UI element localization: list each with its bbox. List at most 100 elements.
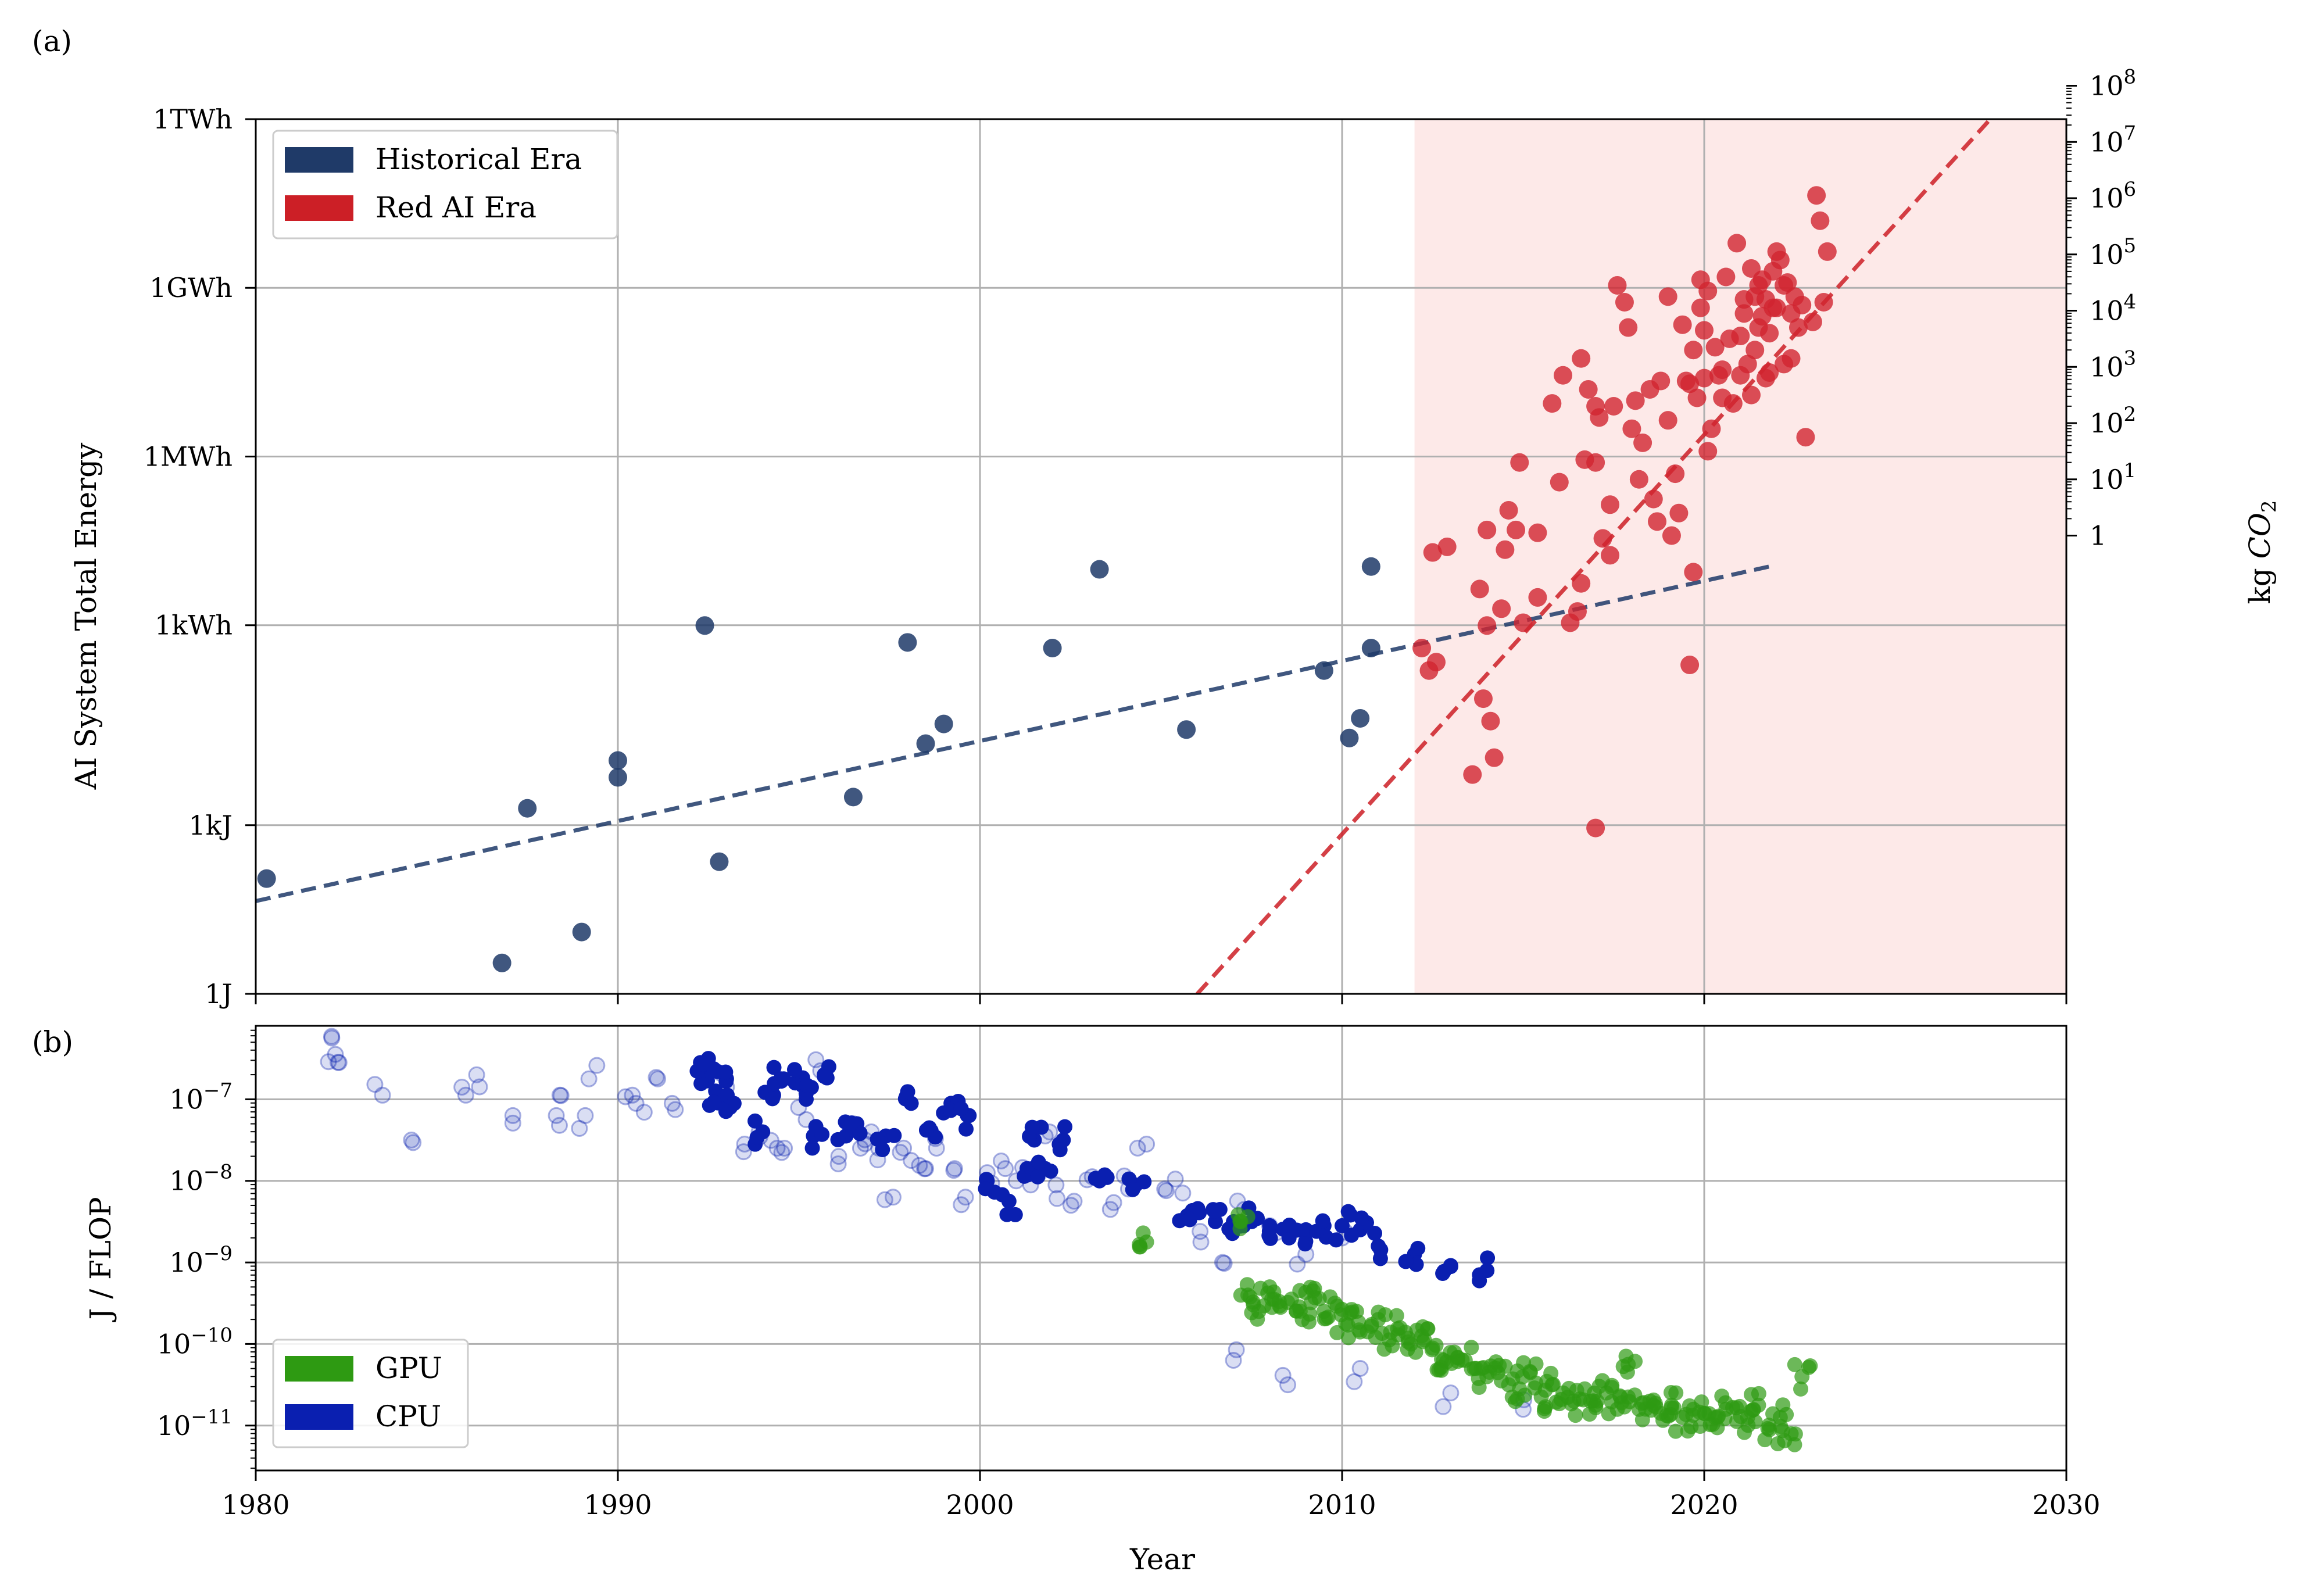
cpu-point bbox=[1443, 1258, 1458, 1273]
cpu-point bbox=[1480, 1250, 1496, 1266]
cpu-point bbox=[1373, 1242, 1389, 1258]
energy-y-tick-label: 1GWh bbox=[149, 272, 232, 303]
cpu-point bbox=[1354, 1210, 1369, 1226]
cpu-point-faint bbox=[648, 1069, 665, 1086]
co2-y-tick-label: 107 bbox=[2090, 121, 2136, 158]
cpu-point-faint bbox=[1049, 1190, 1066, 1207]
energy-panel: 1J 1kJ 1kWh 1MWh 1GWh 1TWh 1 101 102 103 104 105 106… bbox=[69, 66, 2281, 1010]
cpu-point bbox=[953, 1101, 969, 1117]
red-ai-point bbox=[1543, 394, 1562, 413]
red-ai-point bbox=[1586, 453, 1605, 472]
cpu-point bbox=[1031, 1154, 1046, 1170]
historical-point bbox=[898, 633, 917, 652]
red-ai-point bbox=[1499, 500, 1518, 520]
co2-y-tick-label: 103 bbox=[2090, 346, 2136, 382]
co2-y-tick-label: 1 bbox=[2090, 520, 2106, 552]
red-ai-point bbox=[1705, 338, 1725, 357]
cpu-point bbox=[1335, 1218, 1350, 1233]
cpu-point bbox=[718, 1064, 734, 1080]
cpu-point-faint bbox=[323, 1028, 341, 1045]
red-ai-point bbox=[1554, 366, 1573, 385]
gpu-point bbox=[1408, 1344, 1423, 1360]
cpu-point-faint bbox=[1157, 1182, 1175, 1200]
cpu-point-faint bbox=[945, 1162, 963, 1179]
cpu-point bbox=[765, 1091, 781, 1107]
historical-point bbox=[518, 799, 537, 818]
cpu-point-faint bbox=[366, 1076, 384, 1093]
era-legend: Historical Era Red AI Era bbox=[272, 130, 618, 239]
cpu-point bbox=[1261, 1223, 1277, 1239]
cpu-point bbox=[1328, 1232, 1344, 1248]
cpu-point-faint bbox=[1138, 1136, 1156, 1153]
gpu-point bbox=[1627, 1354, 1643, 1369]
cpu-point-faint bbox=[1215, 1255, 1233, 1272]
cpu-point-faint bbox=[1214, 1254, 1231, 1271]
gpu-point bbox=[1668, 1385, 1684, 1401]
red-ai-point bbox=[1666, 464, 1685, 484]
gpu-point bbox=[1740, 1418, 1756, 1433]
panel-a-label: (a) bbox=[32, 24, 72, 58]
cpu-point-faint bbox=[453, 1078, 471, 1096]
efficiency-y-tick-label: 10−10 bbox=[157, 1323, 232, 1359]
red-ai-point bbox=[1426, 653, 1446, 672]
cpu-point bbox=[1297, 1236, 1313, 1252]
legend-swatch-red-ai bbox=[285, 195, 353, 221]
gpu-point bbox=[1364, 1316, 1379, 1332]
energy-y-tick-label: 1kJ bbox=[188, 810, 232, 841]
gpu-point bbox=[1646, 1398, 1661, 1414]
red-ai-point bbox=[1807, 186, 1826, 205]
gpu-point bbox=[1745, 1402, 1761, 1418]
gpu-point bbox=[1389, 1308, 1404, 1323]
cpu-point-faint bbox=[895, 1139, 913, 1157]
cpu-point-faint bbox=[580, 1070, 598, 1087]
red-ai-point bbox=[1727, 234, 1747, 253]
x-tick-label: 2020 bbox=[1670, 1489, 1738, 1520]
gpu-point bbox=[1801, 1359, 1816, 1375]
gpu-point bbox=[1289, 1303, 1304, 1319]
cpu-point-faint bbox=[1129, 1139, 1146, 1157]
efficiency-y-tick-label: 10−11 bbox=[157, 1405, 232, 1441]
cpu-point-faint bbox=[1435, 1398, 1452, 1415]
gpu-point bbox=[1761, 1418, 1777, 1433]
red-ai-point bbox=[1644, 489, 1663, 509]
historical-point bbox=[843, 788, 863, 807]
cpu-point-faint bbox=[773, 1144, 790, 1161]
cpu-point-faint bbox=[571, 1120, 588, 1137]
cpu-point-faint bbox=[911, 1157, 928, 1174]
cpu-point-faint bbox=[1346, 1373, 1363, 1390]
gpu-point bbox=[1680, 1423, 1696, 1439]
historical-point bbox=[257, 869, 276, 888]
cpu-point bbox=[1182, 1212, 1197, 1228]
red-ai-point bbox=[1633, 433, 1652, 452]
red-ai-point bbox=[1550, 473, 1569, 492]
red-ai-point bbox=[1782, 349, 1801, 368]
gpu-point bbox=[1787, 1357, 1802, 1372]
gpu-point bbox=[1575, 1392, 1591, 1408]
cpu-point-faint bbox=[320, 1053, 337, 1071]
red-ai-point bbox=[1586, 818, 1605, 838]
red-ai-point bbox=[1528, 588, 1547, 607]
red-ai-point bbox=[1684, 563, 1703, 582]
cpu-point bbox=[1052, 1142, 1068, 1158]
gpu-point bbox=[1493, 1373, 1509, 1389]
cpu-point-faint bbox=[330, 1054, 347, 1071]
red-ai-point bbox=[1615, 293, 1634, 312]
cpu-point-faint bbox=[627, 1094, 645, 1112]
cpu-point-faint bbox=[1047, 1176, 1065, 1194]
cpu-point-faint bbox=[551, 1086, 568, 1104]
cpu-point-faint bbox=[550, 1117, 568, 1134]
cpu-point-faint bbox=[953, 1196, 970, 1214]
historical-point bbox=[609, 768, 627, 787]
gpu-point bbox=[1301, 1314, 1317, 1330]
cpu-point-faint bbox=[504, 1114, 521, 1132]
cpu-point bbox=[995, 1187, 1010, 1203]
cpu-point bbox=[706, 1094, 722, 1110]
cpu-point bbox=[776, 1071, 792, 1087]
cpu-point bbox=[1221, 1221, 1237, 1237]
efficiency-panel-grid bbox=[256, 1026, 2066, 1470]
cpu-point-faint bbox=[624, 1086, 641, 1104]
cpu-point-faint bbox=[992, 1153, 1010, 1170]
red-ai-point bbox=[1510, 453, 1529, 472]
cpu-point-faint bbox=[1192, 1233, 1210, 1251]
red-ai-point bbox=[1793, 295, 1812, 314]
